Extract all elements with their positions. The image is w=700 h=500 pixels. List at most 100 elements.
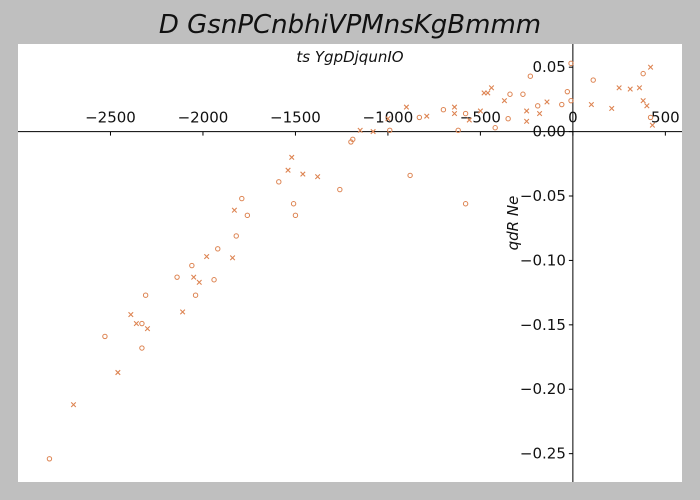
y-tick-label: −0.25 — [520, 445, 566, 463]
circle-marker — [535, 103, 541, 109]
x-marker — [609, 105, 615, 112]
x-marker — [627, 86, 633, 92]
circle-marker — [462, 201, 469, 207]
x-marker — [300, 171, 306, 177]
x-marker — [451, 104, 458, 110]
x-marker — [357, 127, 363, 134]
x-axis-ticks: −2500 −2000 −1500 −1000 −500 0 500 — [85, 109, 680, 136]
y-tick-label: 0.00 — [532, 123, 565, 141]
x-marker — [70, 402, 77, 408]
x-marker — [203, 253, 210, 260]
x-tick-label: −1000 — [363, 109, 414, 127]
x-marker — [466, 117, 472, 123]
circle-marker — [290, 201, 297, 207]
circle-marker — [142, 292, 149, 298]
x-marker — [385, 116, 391, 122]
circle-marker — [440, 107, 447, 113]
data-markers — [46, 60, 656, 462]
x-marker — [115, 369, 121, 376]
circle-marker — [139, 345, 145, 351]
circle-marker — [505, 116, 511, 122]
circle-marker — [568, 97, 574, 104]
circle-marker — [590, 77, 596, 83]
x-marker — [370, 128, 376, 135]
x-marker — [488, 85, 495, 91]
x-marker — [477, 108, 484, 114]
x-marker — [616, 85, 622, 91]
x-marker — [485, 90, 491, 96]
y-axis-ticks: 0.05 0.00 −0.05 −0.10 −0.15 −0.20 −0.25 — [520, 58, 573, 463]
circle-marker — [292, 212, 299, 219]
circle-marker — [568, 60, 574, 67]
circle-marker — [559, 101, 565, 108]
x-marker — [179, 309, 186, 315]
circle-marker — [527, 73, 534, 79]
circle-marker — [387, 127, 393, 134]
plot-area — [18, 44, 682, 482]
circle-marker — [407, 172, 413, 179]
circle-marker — [46, 456, 53, 462]
circle-marker — [416, 114, 423, 121]
x-tick-label: −1500 — [270, 109, 321, 127]
y-tick-label: −0.05 — [520, 187, 566, 205]
x-tick-label: −2500 — [85, 109, 136, 127]
circle-marker — [174, 274, 180, 280]
circle-marker — [102, 333, 108, 340]
x-marker — [289, 154, 295, 161]
x-tick-label: 0 — [568, 109, 578, 127]
x-marker — [544, 99, 550, 105]
x-marker — [144, 326, 151, 332]
x-marker — [191, 274, 197, 280]
y-tick-label: −0.15 — [520, 316, 566, 334]
x-marker — [424, 113, 430, 119]
x-tick-label: −500 — [460, 109, 501, 127]
x-marker — [647, 64, 654, 70]
chart-title: D GsnPCnbhiVPMnsKgBmmm — [158, 10, 542, 40]
x-marker — [536, 110, 543, 117]
x-marker — [403, 104, 410, 110]
circle-marker — [211, 277, 217, 283]
circle-marker — [337, 186, 343, 193]
circle-marker — [276, 179, 282, 185]
x-marker — [523, 118, 530, 124]
x-marker — [285, 167, 291, 173]
x-marker — [501, 97, 508, 104]
circle-marker — [647, 114, 654, 121]
x-marker — [588, 101, 595, 108]
circle-marker — [139, 320, 145, 327]
circle-marker — [192, 292, 199, 298]
circle-marker — [455, 127, 461, 134]
x-marker — [636, 85, 643, 91]
y-axis-label: qdR Ne — [504, 196, 522, 251]
x-marker — [229, 255, 236, 261]
x-marker — [640, 97, 646, 104]
circle-marker — [233, 233, 239, 239]
x-marker — [231, 207, 238, 213]
circle-marker — [520, 91, 526, 97]
y-tick-label: −0.20 — [520, 380, 566, 398]
y-tick-label: −0.10 — [520, 251, 566, 269]
circle-marker — [350, 136, 356, 143]
y-tick-label: 0.05 — [532, 58, 565, 76]
circle-marker — [564, 88, 571, 95]
circle-marker — [239, 195, 245, 202]
x-marker — [523, 108, 530, 114]
x-marker — [649, 122, 656, 128]
x-marker — [644, 103, 650, 109]
x-marker — [128, 311, 134, 318]
circle-marker — [244, 212, 251, 219]
x-axis-label: ts YgpDjqunIO — [296, 48, 403, 66]
x-marker — [133, 320, 140, 327]
x-marker — [196, 279, 202, 286]
x-marker — [314, 173, 321, 180]
circle-marker — [462, 110, 469, 117]
circle-marker — [189, 262, 195, 269]
x-tick-label: −2000 — [178, 109, 229, 127]
circle-marker — [507, 91, 513, 97]
circle-marker — [492, 125, 498, 131]
circle-marker — [640, 70, 646, 77]
x-marker — [451, 110, 458, 117]
circle-marker — [215, 246, 221, 252]
x-tick-label: 500 — [651, 109, 680, 127]
